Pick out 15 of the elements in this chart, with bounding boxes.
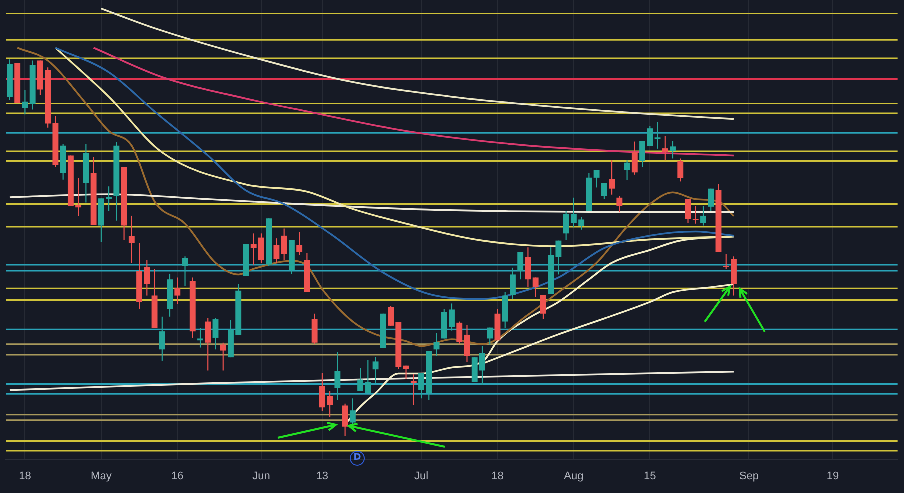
x-tick-label: Sep: [739, 470, 760, 482]
x-tick-label: 15: [644, 470, 656, 482]
x-tick-label: Jun: [252, 470, 270, 482]
x-tick-label: 18: [19, 470, 32, 482]
x-tick-label: May: [91, 470, 112, 482]
text: D: [350, 451, 365, 466]
candlestick: [434, 333, 440, 356]
x-tick-label: Jul: [414, 470, 429, 482]
x-tick-label: 18: [492, 470, 504, 482]
candlestick: [654, 122, 661, 149]
candlestick: [182, 256, 188, 286]
x-tick-label: 16: [172, 470, 184, 482]
x-tick-label: 19: [826, 470, 840, 482]
x-tick-label: Aug: [564, 470, 584, 482]
x-tick-label: 13: [316, 470, 329, 482]
